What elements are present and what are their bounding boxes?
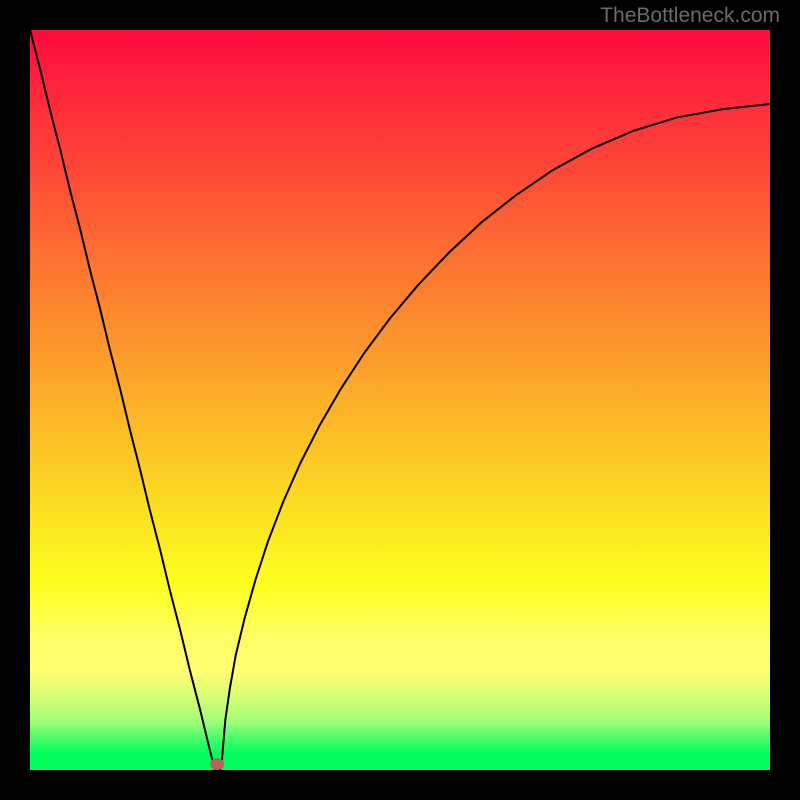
curve-min-marker (210, 758, 224, 770)
chart-svg (30, 30, 770, 770)
watermark-text: TheBottleneck.com (600, 4, 780, 28)
plot-area (30, 30, 770, 770)
chart-container: TheBottleneck.com (0, 0, 800, 800)
gradient-background (30, 30, 770, 770)
